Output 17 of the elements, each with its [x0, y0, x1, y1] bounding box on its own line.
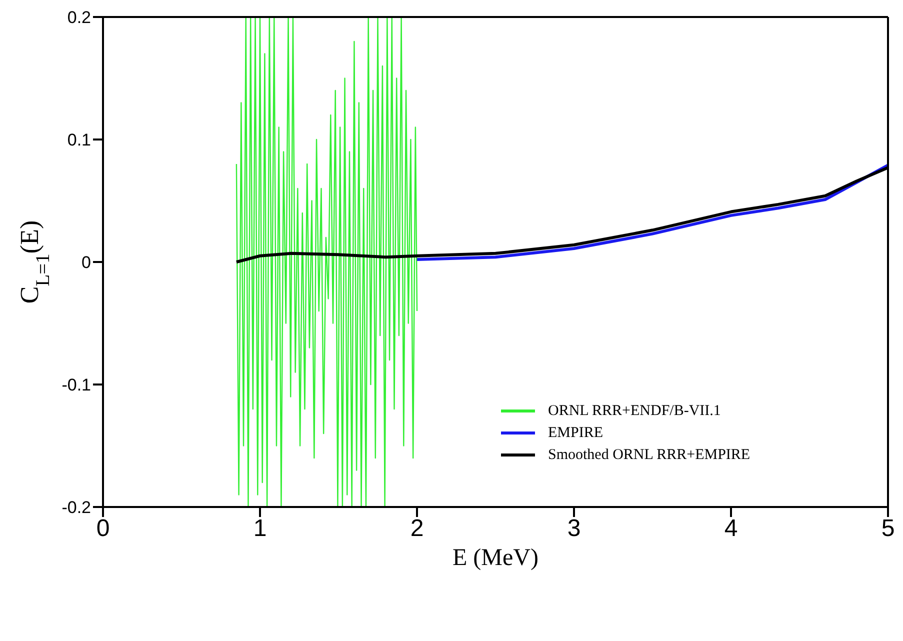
- y-tick-label: 0: [82, 253, 91, 272]
- x-tick-label: 4: [724, 515, 738, 542]
- y-tick-label: -0.2: [62, 498, 91, 518]
- line-series: [236, 17, 418, 507]
- x-axis-title: E (MeV): [452, 545, 538, 571]
- legend-label: EMPIRE: [548, 424, 604, 442]
- x-tick-label: 1: [253, 515, 267, 542]
- x-tick-label: 0: [96, 515, 110, 542]
- y-tick-label: 0.2: [67, 8, 91, 28]
- line-series: [416, 164, 888, 262]
- x-tick-label: 3: [567, 515, 581, 542]
- legend-label: Smoothed ORNL RRR+EMPIRE: [548, 446, 750, 464]
- legend-label: ORNL RRR+ENDF/B-VII.1: [548, 402, 721, 420]
- y-tick-label: 0.1: [67, 130, 91, 150]
- y-tick-label: -0.1: [62, 376, 91, 395]
- x-tick-label: 5: [881, 515, 895, 542]
- x-tick-label: 2: [410, 515, 424, 542]
